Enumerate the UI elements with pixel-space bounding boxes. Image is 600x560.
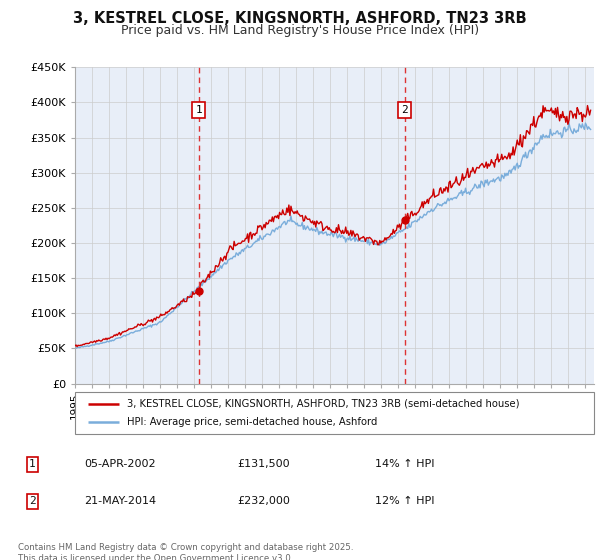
Text: 3, KESTREL CLOSE, KINGSNORTH, ASHFORD, TN23 3RB: 3, KESTREL CLOSE, KINGSNORTH, ASHFORD, T… (73, 11, 527, 26)
Text: 05-APR-2002: 05-APR-2002 (84, 459, 156, 469)
Text: 1: 1 (196, 105, 202, 115)
Text: £131,500: £131,500 (237, 459, 290, 469)
Text: HPI: Average price, semi-detached house, Ashford: HPI: Average price, semi-detached house,… (127, 417, 377, 427)
Text: 3, KESTREL CLOSE, KINGSNORTH, ASHFORD, TN23 3RB (semi-detached house): 3, KESTREL CLOSE, KINGSNORTH, ASHFORD, T… (127, 399, 520, 409)
Text: 21-MAY-2014: 21-MAY-2014 (84, 496, 157, 506)
Text: 2: 2 (29, 496, 36, 506)
Text: 14% ↑ HPI: 14% ↑ HPI (375, 459, 434, 469)
Text: Price paid vs. HM Land Registry's House Price Index (HPI): Price paid vs. HM Land Registry's House … (121, 24, 479, 37)
Text: £232,000: £232,000 (237, 496, 290, 506)
Text: 1: 1 (29, 459, 36, 469)
Text: 2: 2 (401, 105, 409, 115)
Text: 12% ↑ HPI: 12% ↑ HPI (375, 496, 434, 506)
Text: Contains HM Land Registry data © Crown copyright and database right 2025.
This d: Contains HM Land Registry data © Crown c… (18, 543, 353, 560)
